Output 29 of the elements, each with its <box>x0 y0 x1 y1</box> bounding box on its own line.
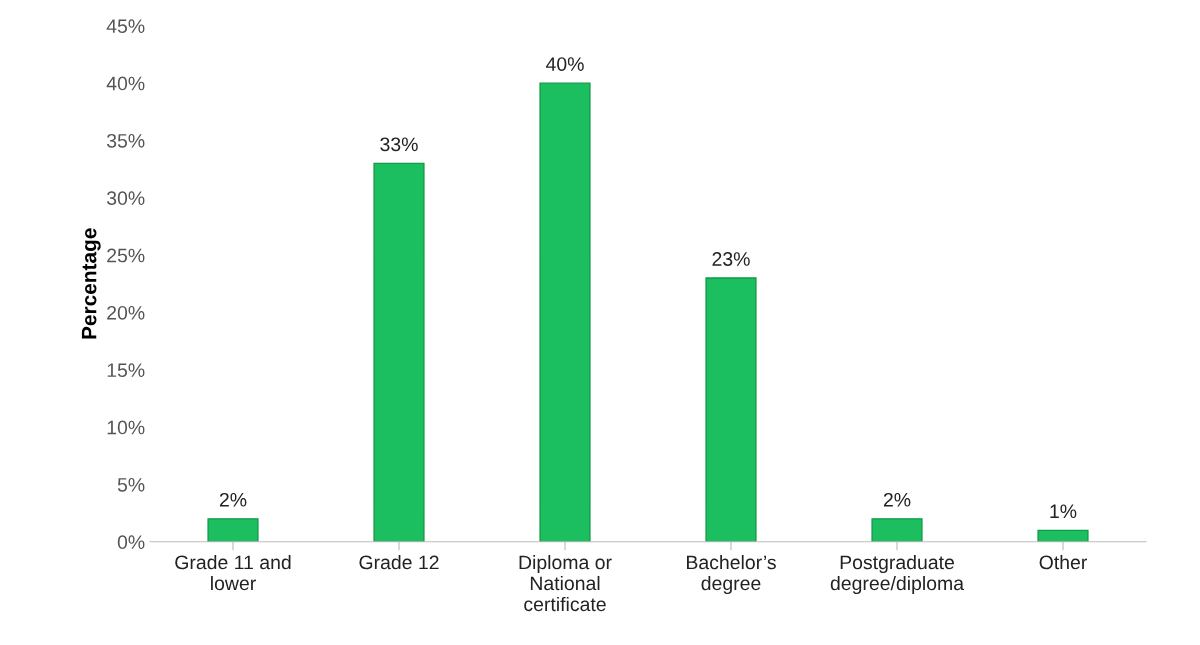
bar <box>705 277 757 542</box>
x-tick-label: Other <box>1039 554 1087 570</box>
y-tick-label: 15% <box>107 363 145 378</box>
x-tick-label: Grade 11 and lower <box>175 554 291 591</box>
data-label: 33% <box>380 137 418 152</box>
x-tick-label: Postgraduate degree/diploma <box>830 554 965 595</box>
bar <box>871 518 923 542</box>
y-axis-title: Percentage <box>81 228 101 339</box>
y-tick-label: 25% <box>107 248 145 263</box>
data-label: 1% <box>1050 504 1077 519</box>
y-tick-label: 45% <box>106 19 145 34</box>
y-tick-label: 40% <box>106 76 145 91</box>
data-label: 23% <box>712 252 750 266</box>
y-tick-label: 20% <box>107 305 145 320</box>
x-tick-label: Diploma or National certificate <box>519 554 612 612</box>
x-tick-label: Bachelor’s degree <box>687 554 776 595</box>
bar <box>207 518 259 542</box>
bar <box>373 162 425 542</box>
bar <box>1037 529 1089 542</box>
y-tick-label: 0% <box>117 535 145 550</box>
data-label: 2% <box>883 492 911 507</box>
data-label: 2% <box>219 492 247 507</box>
y-tick-label: 5% <box>117 478 145 492</box>
y-tick-label: 30% <box>106 191 145 206</box>
data-label: 40% <box>545 57 584 71</box>
x-tick-label: Grade 12 <box>359 554 439 570</box>
y-tick-label: 10% <box>107 420 145 435</box>
bar <box>539 82 591 542</box>
y-tick-label: 35% <box>106 133 145 148</box>
